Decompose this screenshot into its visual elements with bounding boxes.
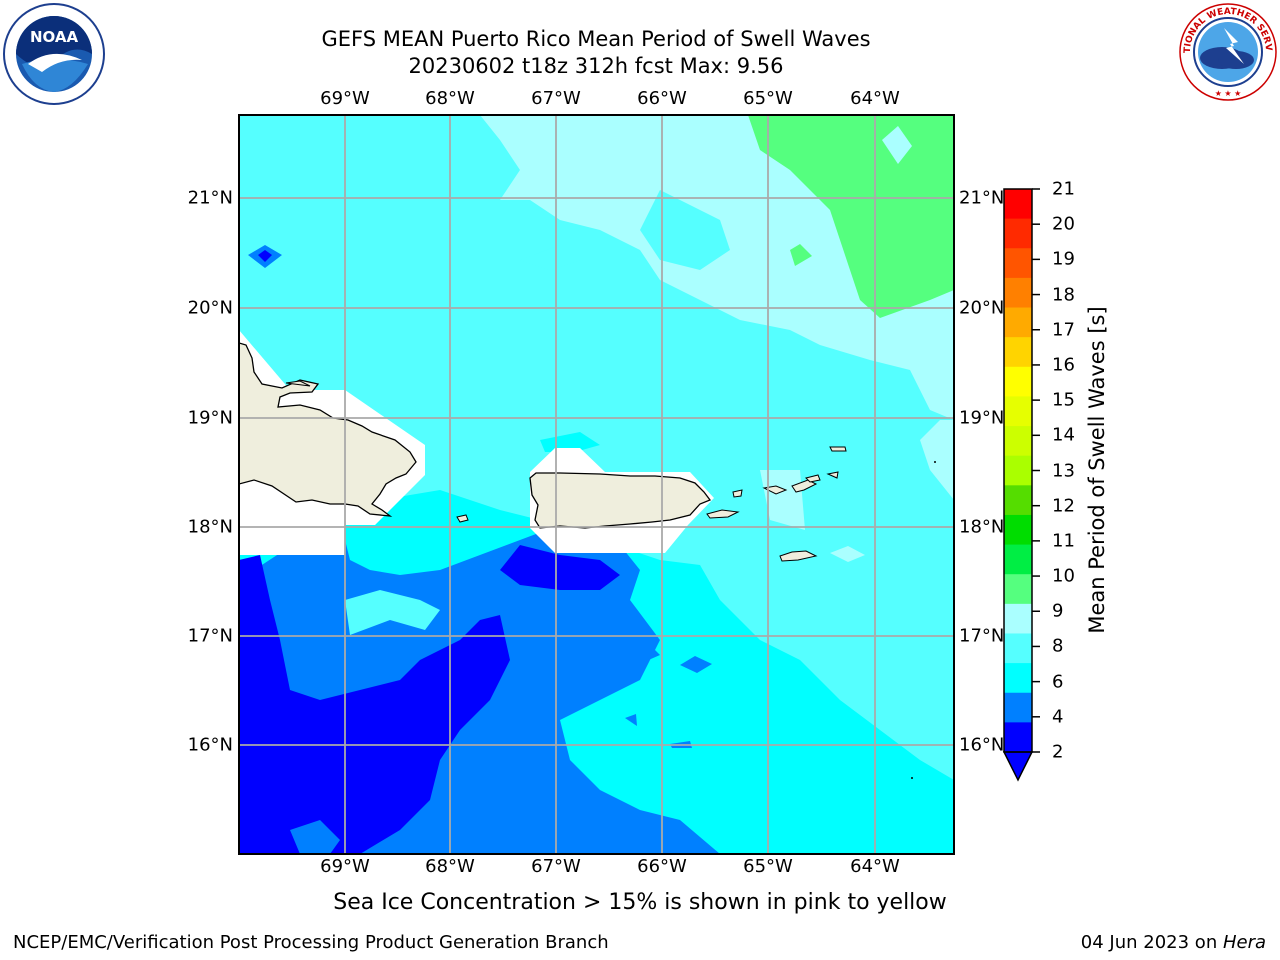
lat-label-left: 21°N [187, 187, 233, 209]
land-st-thomas [762, 485, 788, 495]
svg-text:★ ★ ★: ★ ★ ★ [1215, 89, 1242, 98]
colorbar-tick-label: 17 [1052, 319, 1075, 341]
footer-date: 04 Jun 2023 on Hera [1081, 932, 1266, 953]
colorbar-tick-label: 13 [1052, 460, 1075, 481]
map-subtitle: 20230602 t18z 312h fcst Max: 9.56 [408, 54, 784, 78]
land-virgin-gorda [826, 471, 839, 479]
colorbar-segment [1004, 337, 1032, 368]
lon-label-bottom: 64°W [850, 856, 900, 877]
colorbar-segment [1004, 218, 1032, 249]
colorbar-segment [1004, 485, 1032, 516]
footer-date-text: 04 Jun 2023 on [1080, 932, 1223, 953]
lon-label-top: 66°W [637, 88, 687, 109]
lon-label-bottom: 67°W [531, 856, 581, 877]
colorbar-segment [1004, 603, 1032, 634]
land-st-john [791, 479, 818, 493]
lat-label-right: 20°N [959, 297, 1005, 319]
land-hispaniola [239, 342, 417, 517]
land-vieques [706, 509, 740, 519]
noaa-logo-text: NOAA [30, 28, 79, 46]
colorbar-extend-arrow [1002, 751, 1034, 782]
colorbar-segment [1004, 307, 1032, 338]
field-8-9s-east [920, 420, 954, 500]
nws-logo: NATIONAL WEATHER SERVICE ★ ★ ★ [1178, 2, 1277, 101]
colorbar-segment [1004, 544, 1032, 575]
colorbar-segment [1004, 633, 1032, 664]
lat-label-right: 17°N [959, 625, 1005, 647]
field-below-2s [239, 555, 510, 854]
footer-host: Hera [1222, 932, 1266, 953]
colorbar-tick-label: 6 [1052, 671, 1064, 693]
colorbar-tick-label: 18 [1052, 284, 1075, 306]
colorbar-tick-label: 14 [1052, 424, 1075, 446]
lat-label-left: 19°N [187, 407, 233, 429]
map-frame [238, 114, 955, 855]
lon-label-bottom: 69°W [320, 856, 370, 877]
land-st-croix [779, 550, 818, 562]
colorbar-segment [1004, 426, 1032, 457]
footer-credit: NCEP/EMC/Verification Post Processing Pr… [13, 932, 609, 953]
lat-label-right: 21°N [959, 187, 1005, 209]
field-8-9s-patch2 [830, 546, 865, 562]
colorbar-segment [1004, 663, 1032, 694]
lat-label-left: 18°N [187, 516, 233, 538]
colorbar-segment [1004, 366, 1032, 397]
colorbar-segment [1004, 248, 1032, 279]
colorbar-tick-label: 8 [1052, 635, 1064, 657]
lat-label-left: 17°N [187, 625, 233, 647]
lon-label-bottom: 65°W [743, 856, 793, 877]
colorbar-tick-label: 20 [1052, 213, 1075, 235]
map-title: GEFS MEAN Puerto Rico Mean Period of Swe… [321, 27, 871, 51]
colorbar-segments [1004, 189, 1032, 753]
land-anegada [829, 446, 847, 452]
land-tortola [805, 474, 821, 483]
sea-ice-note: Sea Ice Concentration > 15% is shown in … [333, 890, 947, 915]
colorbar-tick-label: 9 [1052, 600, 1064, 622]
noaa-logo: NOAA [3, 3, 105, 105]
field-9-10s [748, 115, 954, 318]
colorbar-segment [1004, 277, 1032, 309]
graticule [239, 115, 954, 854]
colorbar-tick-label: 19 [1052, 248, 1075, 270]
colorbar-tick-label: 21 [1052, 178, 1075, 200]
colorbar-segment [1004, 189, 1032, 220]
land-culebra [732, 489, 743, 498]
lat-label-left: 20°N [187, 297, 233, 319]
colorbar-tick-label: 2 [1052, 741, 1064, 763]
colorbar-segment [1004, 455, 1032, 486]
colorbar-segment [1004, 722, 1032, 753]
colorbar-tick-label: 4 [1052, 706, 1064, 728]
colorbar-segment [1004, 396, 1032, 427]
colorbar-segment [1004, 692, 1032, 723]
lon-label-top: 69°W [320, 88, 370, 109]
lat-label-right: 16°N [959, 734, 1005, 756]
lon-label-bottom: 66°W [637, 856, 687, 877]
colorbar-tick-label: 15 [1052, 389, 1075, 411]
colorbar-tick-label: 10 [1052, 565, 1075, 587]
colorbar-segment [1004, 514, 1032, 546]
colorbar-tick-label: 16 [1052, 354, 1075, 376]
lon-label-bottom: 68°W [425, 856, 475, 877]
lon-label-top: 68°W [425, 88, 475, 109]
lat-label-right: 19°N [959, 407, 1005, 429]
lon-label-top: 67°W [531, 88, 581, 109]
lon-label-top: 65°W [743, 88, 793, 109]
colorbar-label: Mean Period of Swell Waves [s] [1085, 306, 1109, 634]
lon-label-top: 64°W [850, 88, 900, 109]
land-puerto-rico [529, 472, 712, 529]
colorbar-segment [1004, 574, 1032, 605]
colorbar-tick-label: 12 [1052, 495, 1075, 517]
land-mona [456, 514, 469, 523]
lat-label-right: 18°N [959, 516, 1005, 538]
colorbar-tick-label: 11 [1052, 530, 1075, 552]
lat-label-left: 16°N [187, 734, 233, 756]
